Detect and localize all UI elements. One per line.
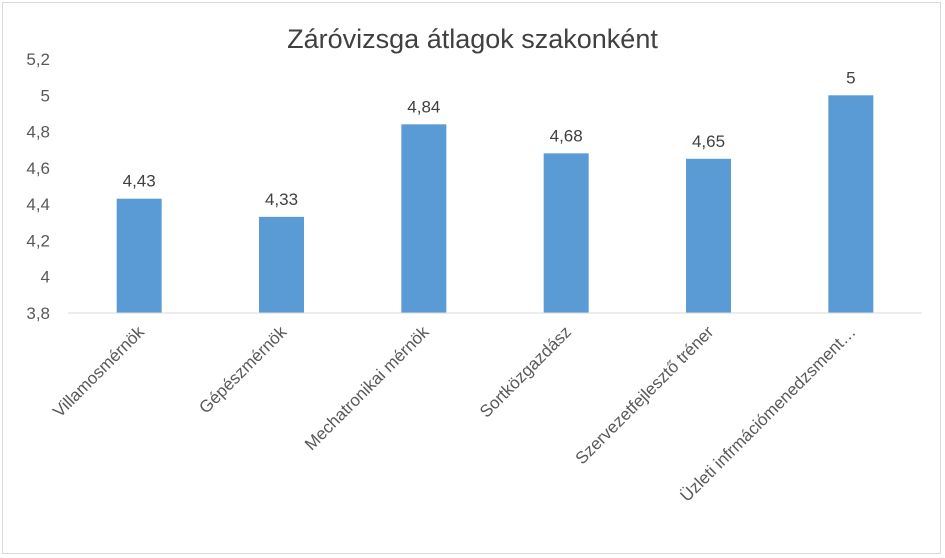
x-tick-label: Üzleti infrmációmenedzsment…: [677, 322, 860, 505]
data-label: 4,33: [265, 190, 298, 209]
y-tick-label: 4,6: [26, 159, 50, 178]
y-tick-label: 4,4: [26, 195, 50, 214]
x-tick-label: Villamosmérnök: [49, 322, 148, 421]
bar: [686, 158, 731, 313]
data-label: 5: [846, 68, 855, 87]
data-label: 4,68: [550, 126, 583, 145]
bar: [116, 198, 162, 313]
data-label: 4,65: [692, 132, 725, 151]
bar: [401, 124, 447, 313]
y-tick-label: 4,2: [26, 231, 50, 250]
x-tick-label: Mechatronikai mérnök: [301, 322, 433, 454]
y-tick-label: 5,2: [26, 50, 50, 69]
x-tick-label: Sortközgazdász: [476, 322, 575, 421]
y-axis: 3,8 4 4,2 4,4 4,6 4,8 5 5,2: [26, 50, 50, 323]
data-label: 4,84: [407, 97, 440, 116]
data-label: 4,43: [123, 172, 156, 191]
bar: [828, 95, 874, 314]
bars: [116, 95, 874, 314]
x-tick-label: Gépészmérnök: [195, 322, 290, 417]
y-tick-label: 5: [41, 86, 50, 105]
y-tick-label: 3,8: [26, 304, 50, 323]
bar: [259, 216, 304, 313]
x-tick-label: Szervezetfejlesztő tréner: [572, 322, 718, 468]
chart-title: Záróvizsga átlagok szakonként: [287, 24, 658, 54]
data-labels: 4,43 4,33 4,84 4,68 4,65 5: [123, 68, 856, 209]
x-axis: Villamosmérnök Gépészmérnök Mechatronikai …: [49, 312, 922, 506]
bar: [543, 153, 589, 313]
y-tick-label: 4: [41, 268, 50, 287]
y-tick-label: 4,8: [26, 123, 50, 142]
